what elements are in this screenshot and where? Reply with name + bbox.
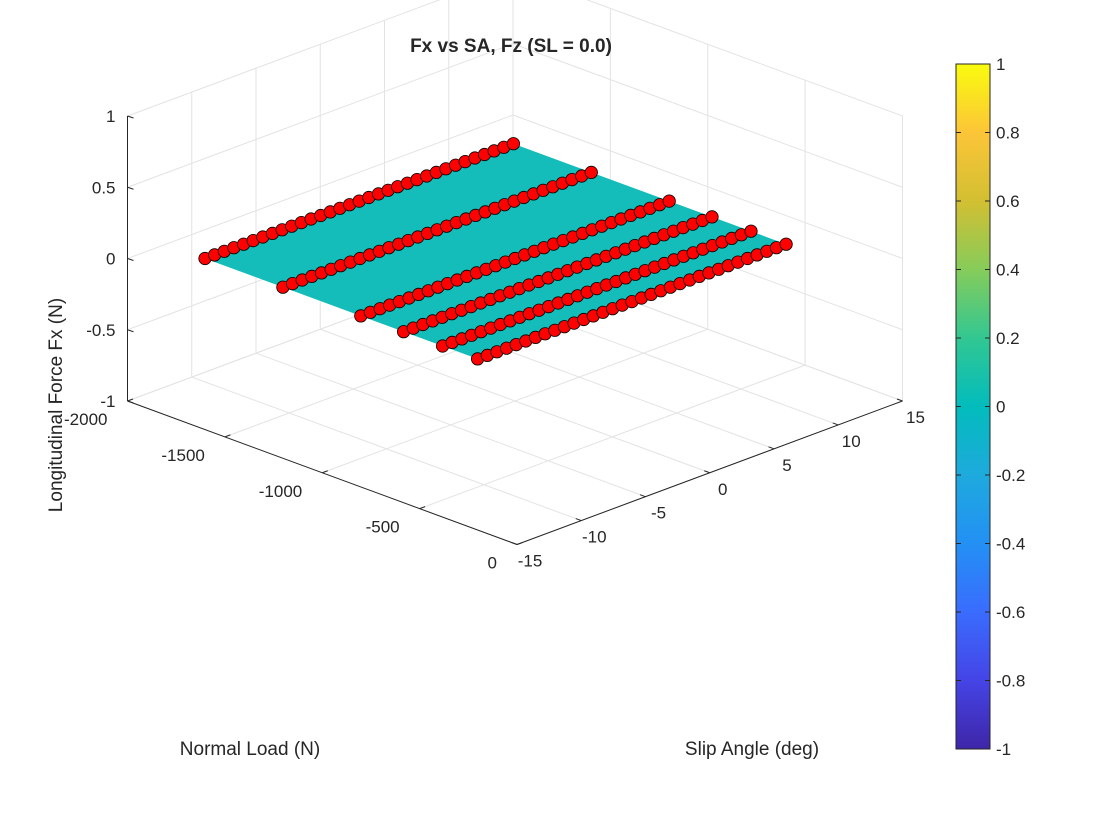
- y-tick-mark: [322, 470, 328, 474]
- y-tick-mark: [224, 434, 231, 438]
- grid-line: [322, 328, 708, 474]
- x-tick-mark: [511, 542, 518, 545]
- x-axis-label: Slip Angle (deg): [685, 739, 819, 760]
- colorbar-tick-label: -0.2: [996, 466, 1025, 485]
- z-tick-label: 0: [106, 250, 115, 269]
- y-tick-label: -500: [366, 518, 400, 537]
- x-tick-label: -15: [518, 552, 543, 571]
- grid-line: [419, 364, 806, 510]
- colorbar-tick-label: -0.6: [996, 603, 1025, 622]
- z-tick-mark: [127, 400, 134, 404]
- z-tick-mark: [127, 258, 134, 261]
- axes-lines: [127, 115, 903, 545]
- colorbar-tick-label: 0.6: [996, 192, 1020, 211]
- x-tick-mark: [704, 470, 710, 474]
- x-tick-label: 5: [782, 456, 791, 475]
- x-tick-mark: [639, 494, 646, 498]
- data-marker: [584, 165, 598, 179]
- y-axis-label: Normal Load (N): [180, 739, 320, 760]
- y-tick-label: -1500: [161, 446, 204, 465]
- x-tick-label: 0: [718, 480, 727, 499]
- x-tick-label: -10: [582, 528, 607, 547]
- colorbar-tick-label: 0.2: [996, 329, 1020, 348]
- grid-line: [586, 0, 903, 117]
- z-tick-label: 0.5: [92, 178, 116, 197]
- z-tick-mark: [127, 186, 134, 190]
- tick-labels: -15-10-5051015-2000-1500-1000-5000-1-0.5…: [64, 107, 925, 573]
- x-tick-label: -5: [651, 504, 666, 523]
- grid-line: [512, 114, 903, 259]
- data-marker: [779, 237, 793, 251]
- colorbar-tick-label: 0.4: [996, 261, 1020, 280]
- x-tick-mark: [575, 518, 582, 522]
- colorbar-tick-label: -1: [996, 740, 1011, 759]
- data-marker: [705, 210, 719, 224]
- x-tick-mark: [896, 398, 903, 402]
- chart-title: Fx vs SA, Fz (SL = 0.0): [410, 36, 612, 57]
- colorbar-tick-label: 0: [996, 398, 1005, 417]
- colorbar-tick-label: 1: [996, 55, 1005, 74]
- data-markers: [198, 137, 793, 366]
- z-tick-label: -0.5: [86, 321, 115, 340]
- surface-patch: [205, 143, 787, 359]
- z-tick-mark: [127, 329, 134, 333]
- y-tick-mark: [127, 398, 134, 402]
- colorbar-ticks: 1 0.8 0.6 0.4 0.2 0 -0.2 -0.4 -0.6 -0.8 -1: [956, 55, 1025, 759]
- colorbar-tick-label: -0.4: [996, 535, 1025, 554]
- data-marker: [662, 194, 676, 208]
- grid-line: [512, 43, 903, 188]
- z-axis-label: Longitudinal Force Fx (N): [46, 298, 67, 512]
- x-tick-mark: [832, 422, 839, 426]
- x-tick-label: 15: [906, 408, 925, 427]
- y-tick-mark: [419, 506, 426, 510]
- y-tick-mark: [516, 542, 523, 545]
- colorbar-tick-label: -0.8: [996, 672, 1025, 691]
- colorbar: 1 0.8 0.6 0.4 0.2 0 -0.2 -0.4 -0.6 -0.8 -1: [955, 55, 1025, 759]
- x-tick-mark: [768, 446, 775, 450]
- grid-line: [127, 43, 514, 188]
- grid-line: [127, 0, 441, 117]
- data-marker: [744, 224, 758, 238]
- z-tick-label: -1: [100, 392, 115, 411]
- y-tick-label: 0: [488, 554, 497, 573]
- z-tick-label: 1: [106, 107, 115, 126]
- x-tick-label: 10: [842, 432, 861, 451]
- colorbar-tick-label: 0.8: [996, 124, 1020, 143]
- z-tick-mark: [127, 115, 134, 119]
- y-tick-label: -1000: [259, 482, 302, 501]
- colorbar-gradient: [955, 63, 991, 750]
- data-marker: [506, 137, 521, 151]
- grid-line: [127, 114, 514, 259]
- y-tick-label: -2000: [64, 410, 107, 429]
